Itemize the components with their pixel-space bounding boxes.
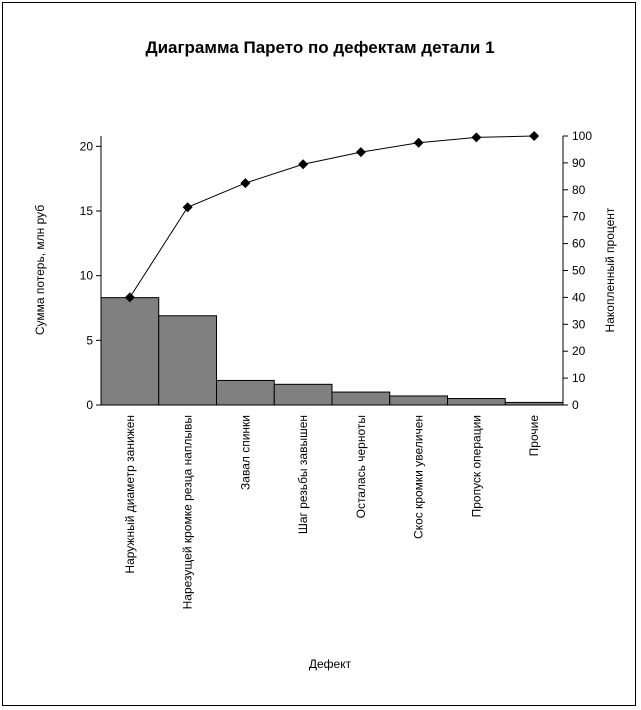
category-label-6: Скос кромки увеличен bbox=[412, 415, 426, 539]
category-label-5: Осталась черноты bbox=[354, 415, 368, 518]
y-tick-label-0: 0 bbox=[86, 398, 93, 412]
left-ticks-group: 0 5 10 15 20 bbox=[80, 139, 101, 412]
bar-2 bbox=[158, 315, 217, 406]
y2-tick-label-2: 20 bbox=[572, 344, 586, 358]
y2-tick-label-8: 80 bbox=[572, 183, 586, 197]
bars-group bbox=[100, 297, 564, 406]
y-tick-label-2: 10 bbox=[80, 269, 94, 283]
y2-tick-label-6: 60 bbox=[572, 237, 586, 251]
category-label-3: Завал спинки bbox=[238, 415, 252, 490]
bar-6 bbox=[389, 395, 448, 406]
category-label-4: Шаг резьбы завышен bbox=[296, 415, 310, 534]
category-label-1: Наружный диаметр занижен bbox=[123, 415, 137, 574]
y2-tick-label-0: 0 bbox=[572, 398, 579, 412]
cumulative-point-1 bbox=[124, 292, 135, 303]
y2-tick-label-9: 90 bbox=[572, 156, 586, 170]
y2-tick-label-3: 30 bbox=[572, 317, 586, 331]
bar-1 bbox=[100, 297, 160, 406]
category-label-2: Нарезущей кромке резца наплывы bbox=[181, 415, 195, 609]
cumulative-line-group bbox=[124, 131, 540, 303]
cumulative-point-7 bbox=[471, 132, 482, 143]
cumulative-point-4 bbox=[298, 159, 309, 170]
category-labels-group: Наружный диаметр занижен Нарезущей кромке… bbox=[123, 415, 541, 610]
category-label-8: Прочие bbox=[527, 415, 541, 457]
y2-tick-label-7: 70 bbox=[572, 210, 586, 224]
y2-axis-label: Накопленный процент bbox=[603, 207, 617, 332]
cumulative-point-3 bbox=[240, 178, 251, 189]
bar-5 bbox=[331, 391, 391, 406]
cumulative-point-8 bbox=[529, 131, 540, 141]
y-axis-label: Сумма потерь, млн руб bbox=[33, 205, 47, 335]
bar-4 bbox=[273, 383, 333, 406]
chart-title: Диаграмма Парето по дефектам детали 1 bbox=[145, 38, 494, 57]
cumulative-point-2 bbox=[182, 202, 193, 213]
y-tick-label-3: 15 bbox=[80, 204, 94, 218]
bar-3 bbox=[216, 379, 275, 406]
cumulative-point-6 bbox=[413, 137, 424, 148]
y2-tick-label-10: 100 bbox=[572, 129, 592, 143]
x-axis-label: Дефект bbox=[309, 657, 352, 671]
y-tick-label-1: 5 bbox=[86, 333, 93, 347]
y2-tick-label-4: 40 bbox=[572, 290, 586, 304]
y-tick-label-4: 20 bbox=[80, 139, 94, 153]
right-ticks-group: 0 10 20 30 40 50 60 70 80 90 100 bbox=[563, 129, 592, 412]
y2-tick-label-5: 50 bbox=[572, 264, 586, 278]
cumulative-line bbox=[129, 135, 535, 298]
bar-7 bbox=[447, 398, 506, 406]
y2-tick-label-1: 10 bbox=[572, 371, 586, 385]
cumulative-point-5 bbox=[355, 147, 366, 158]
category-label-7: Пропуск операции bbox=[469, 415, 483, 517]
